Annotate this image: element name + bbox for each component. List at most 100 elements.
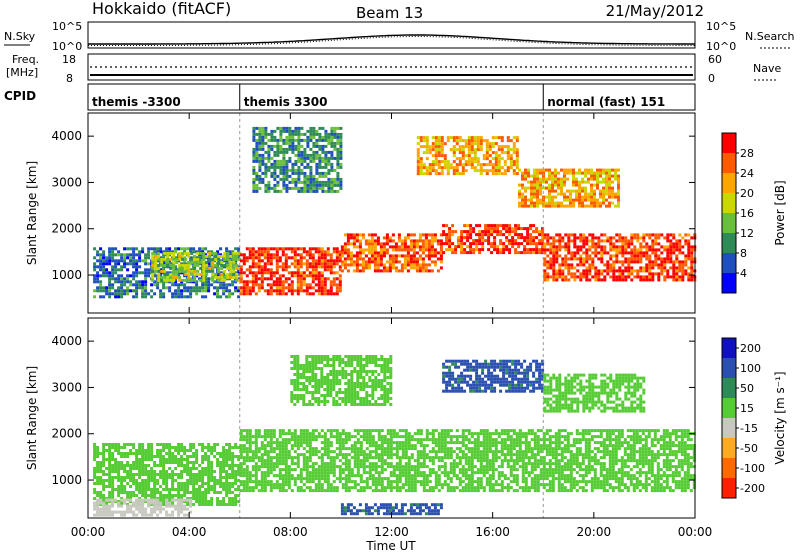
freq-right-tick-bottom: 0 (708, 72, 715, 85)
x-tick-label: 00:00 (678, 525, 713, 539)
cpid-label: CPID (4, 89, 36, 103)
velocity-y-tick-label: 3000 (51, 380, 82, 394)
power-colorbar: 4 8 12 16 20 24 28 (721, 132, 754, 294)
power-colorbar-swatch (722, 133, 736, 154)
velocity-colorbar-tick: -200 (740, 482, 765, 495)
noise-search-trace (88, 36, 695, 46)
power-y-ticks: 1000 2000 3000 4000 (51, 129, 695, 282)
velocity-region (93, 498, 193, 517)
velocity-y-tick-label: 1000 (51, 473, 82, 487)
freq-left-tick-bottom: 8 (66, 72, 73, 85)
velocity-y-label: Slant Range [km] (25, 366, 39, 470)
freq-left-label-1: Freq. (12, 53, 39, 66)
noise-right-label: N.Search (745, 30, 795, 43)
power-colorbar-swatch (722, 213, 736, 234)
power-colorbar-swatch (722, 173, 736, 194)
power-colorbar-tick: 28 (740, 147, 754, 160)
x-tick-label: 08:00 (273, 525, 308, 539)
x-axis-label: Time UT (365, 539, 416, 553)
x-tick-label: 16:00 (475, 525, 510, 539)
velocity-colorbar-swatch (722, 478, 736, 499)
power-region (416, 136, 519, 176)
power-colorbar-tick: 16 (740, 207, 754, 220)
velocity-panel: 1000 2000 3000 4000 Slant Range [km] 200 100… (25, 317, 787, 519)
power-data (93, 113, 697, 313)
velocity-colorbar-swatch (722, 418, 736, 439)
noise-left-tick-bottom: 10^0 (52, 40, 82, 53)
power-panel: 1000 2000 3000 4000 Slant Range [km] 4 8 12 16… (25, 112, 787, 314)
velocity-colorbar: 200 100 50 15 -15 -50 -100 -200 (721, 337, 765, 499)
power-colorbar-tick: 4 (740, 267, 747, 280)
velocity-colorbar-tick: 50 (740, 382, 754, 395)
freq-left-tick-top: 18 (62, 53, 76, 66)
noise-right-tick-bottom: 10^0 (706, 40, 736, 53)
power-colorbar-swatch (722, 273, 736, 294)
power-region (442, 224, 545, 255)
velocity-y-tick-label: 4000 (51, 334, 82, 348)
power-region (518, 168, 620, 208)
cpid-strip: CPID themis -3300 themis 3300 normal (fast… (4, 83, 696, 111)
x-tick-label: 12:00 (374, 525, 409, 539)
noise-sky-trace (88, 34, 695, 45)
power-colorbar-tick: 8 (740, 247, 747, 260)
date-title: 21/May/2012 (606, 2, 704, 20)
velocity-y-ticks: 1000 2000 3000 4000 (51, 334, 695, 487)
velocity-colorbar-swatch (722, 358, 736, 379)
velocity-colorbar-tick: -100 (740, 462, 765, 475)
power-colorbar-swatch (722, 153, 736, 174)
velocity-colorbar-tick: -15 (740, 422, 758, 435)
velocity-region (340, 503, 443, 516)
x-tick-label: 20:00 (577, 525, 612, 539)
power-region (252, 126, 343, 193)
cpid-segment-label: themis 3300 (244, 95, 328, 109)
noise-right-tick-top: 10^5 (706, 20, 736, 33)
cpid-segment-label: themis -3300 (92, 95, 181, 109)
x-axis-ticks: 00:00 04:00 08:00 12:00 16:00 20:00 00:00 (71, 113, 713, 539)
power-colorbar-tick: 12 (740, 227, 754, 240)
freq-left-label-2: [MHz] (6, 66, 38, 79)
noise-panel: N.Sky 10^5 10^0 10^5 10^0 N.Search (4, 20, 795, 53)
velocity-colorbar-swatch (722, 338, 736, 359)
velocity-y-tick-label: 2000 (51, 427, 82, 441)
power-colorbar-swatch (722, 233, 736, 254)
power-y-tick-label: 1000 (51, 268, 82, 282)
power-colorbar-swatch (722, 193, 736, 214)
power-colorbar-label: Power [dB] (773, 180, 787, 245)
beam-title: Beam 13 (356, 4, 423, 22)
cpid-segment-label: normal (fast) 151 (547, 95, 665, 109)
power-y-tick-label: 4000 (51, 129, 82, 143)
velocity-colorbar-tick: -50 (740, 442, 758, 455)
noise-left-tick-top: 10^5 (52, 20, 82, 33)
power-region (239, 247, 342, 296)
velocity-colorbar-swatch (722, 458, 736, 479)
velocity-colorbar-tick: 15 (740, 402, 754, 415)
velocity-colorbar-tick: 200 (740, 342, 761, 355)
freq-right-label: Nave (753, 62, 781, 75)
velocity-region (93, 443, 241, 506)
freq-panel: Freq. [MHz] 18 8 60 0 Nave (6, 53, 781, 85)
power-region (340, 233, 443, 273)
velocity-region (442, 359, 545, 393)
station-title: Hokkaido (fitACF) (92, 0, 231, 18)
noise-left-label: N.Sky (4, 30, 36, 43)
velocity-region (239, 429, 696, 493)
x-tick-label: 00:00 (71, 525, 106, 539)
power-colorbar-tick: 20 (740, 187, 754, 200)
x-tick-label: 04:00 (172, 525, 207, 539)
freq-right-tick-top: 60 (708, 53, 722, 66)
power-y-tick-label: 2000 (51, 222, 82, 236)
velocity-colorbar-tick: 100 (740, 362, 761, 375)
power-region (151, 251, 242, 282)
power-y-label: Slant Range [km] (25, 161, 39, 265)
power-region (543, 233, 697, 282)
power-y-tick-label: 3000 (51, 175, 82, 189)
velocity-region (290, 355, 393, 406)
velocity-region (543, 373, 646, 413)
velocity-colorbar-swatch (722, 438, 736, 459)
velocity-colorbar-swatch (722, 378, 736, 399)
velocity-data (93, 318, 696, 518)
power-colorbar-swatch (722, 253, 736, 274)
velocity-colorbar-swatch (722, 398, 736, 419)
velocity-colorbar-label: Velocity [m s⁻¹] (773, 371, 787, 464)
